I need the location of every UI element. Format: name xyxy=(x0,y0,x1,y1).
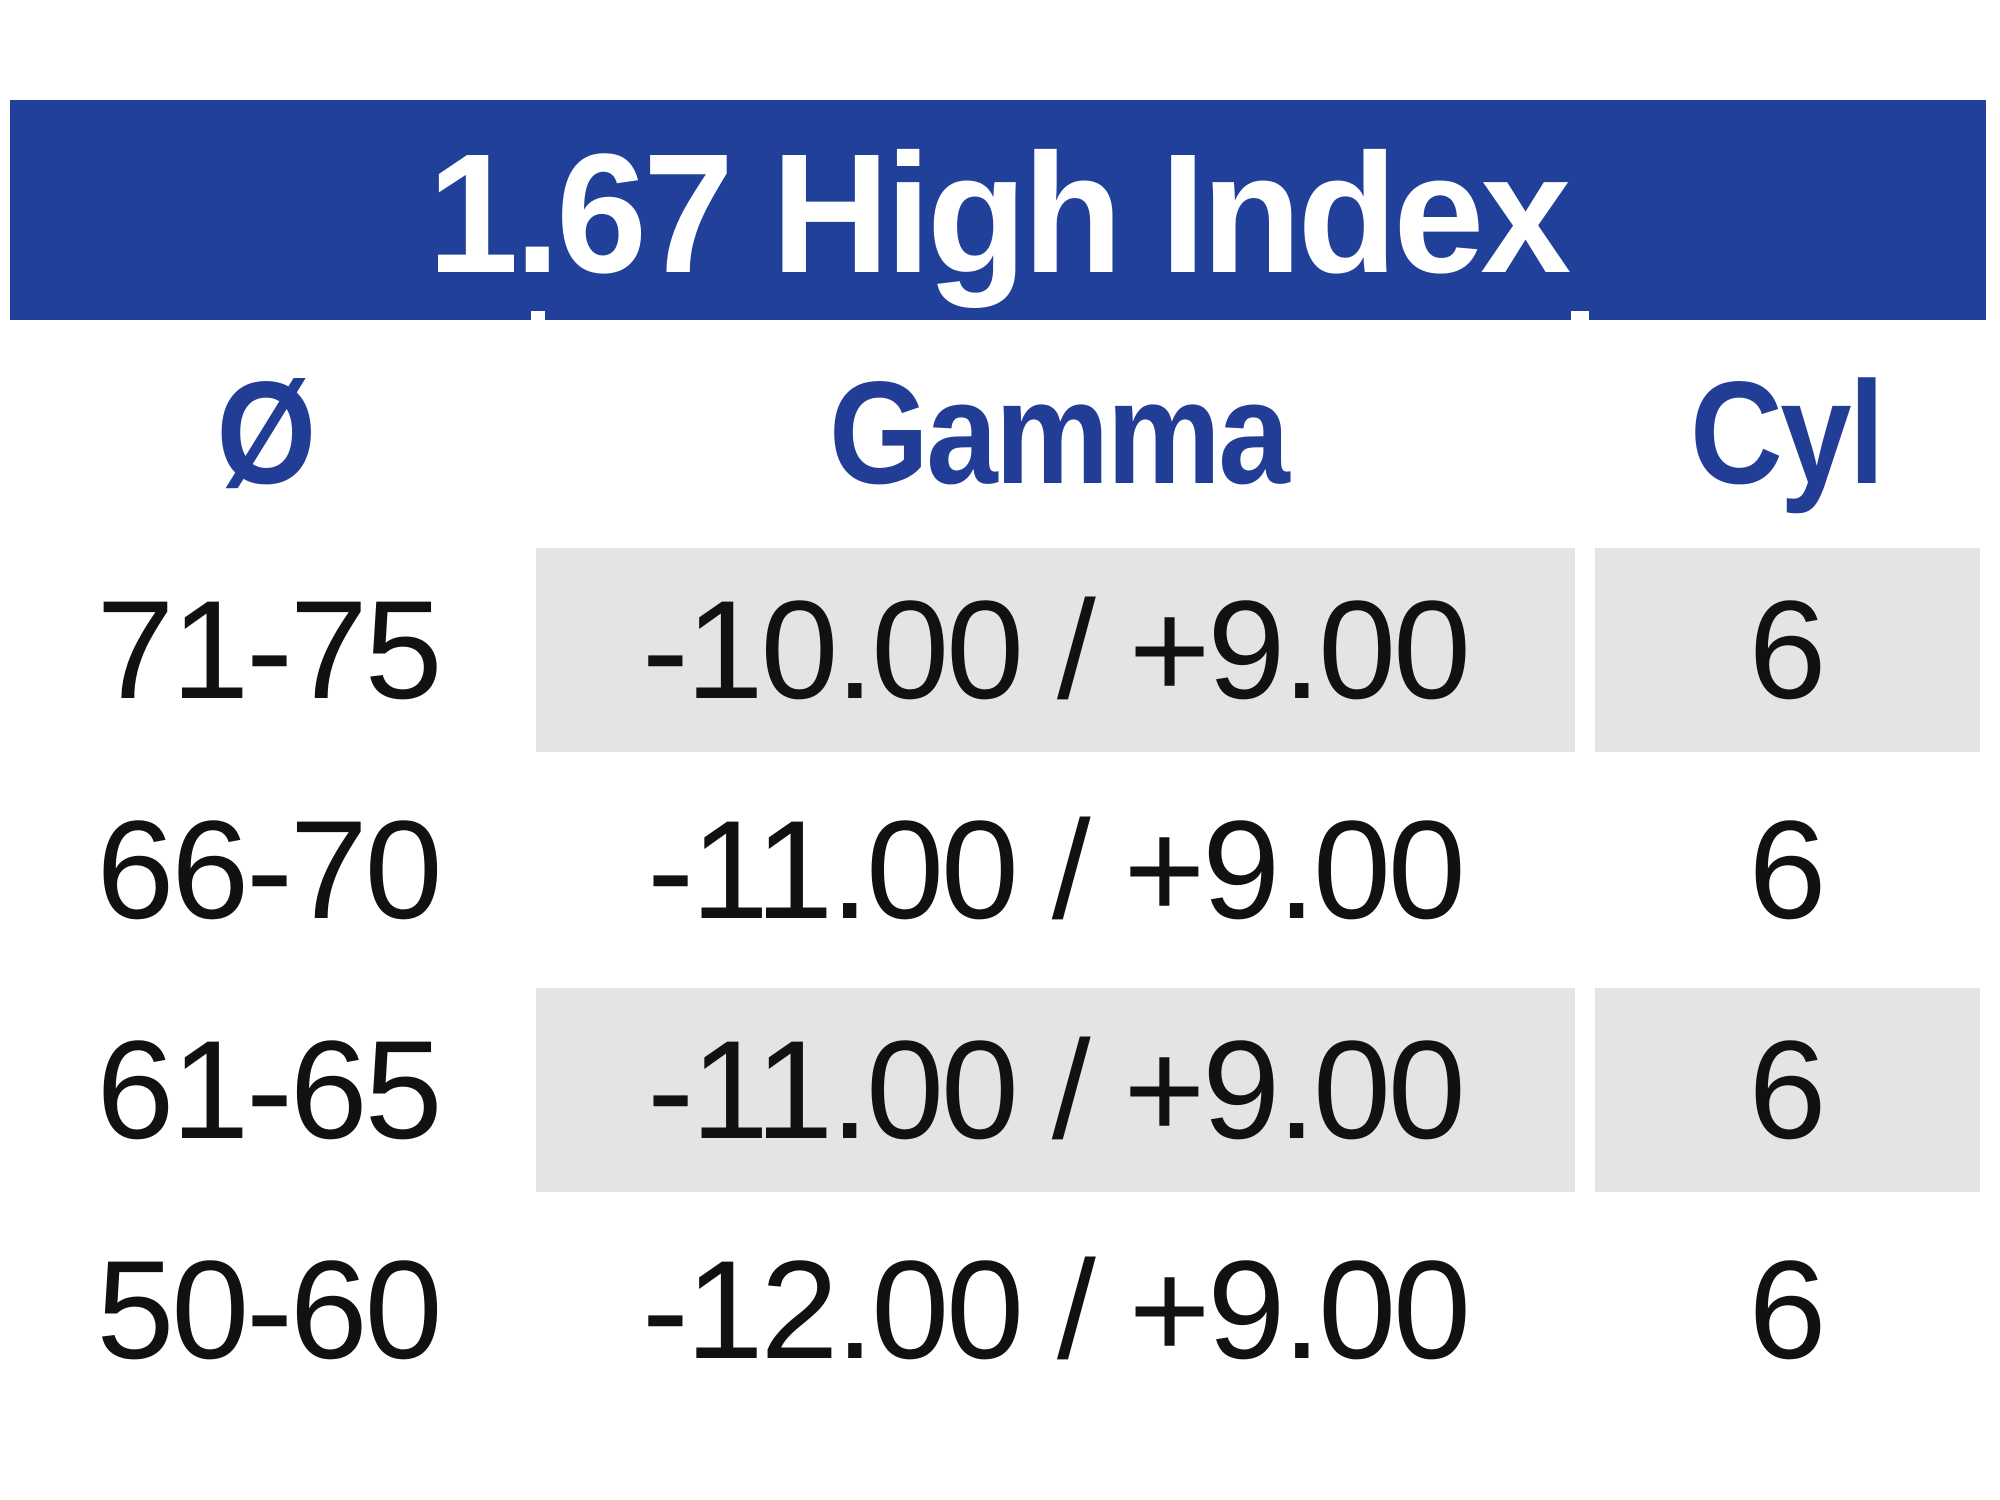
cyl-cell: 6 xyxy=(1748,1011,1827,1168)
cyl-cell-background xyxy=(1595,988,1980,1192)
gamma-cell: -10.00 / +9.00 xyxy=(642,571,1471,728)
title-bar-notch-left xyxy=(531,311,545,320)
gamma-cell: -12.00 / +9.00 xyxy=(642,1231,1471,1388)
title-bar-notch-right xyxy=(1571,311,1589,320)
diameter-cell: 50-60 xyxy=(96,1231,442,1388)
column-header-gamma: Gamma xyxy=(828,351,1290,514)
table-row: 66-70 -11.00 / +9.00 6 xyxy=(0,760,2000,980)
gamma-cell: -11.00 / +9.00 xyxy=(647,791,1465,948)
table-title: 1.67 High Index xyxy=(428,119,1571,309)
cyl-cell-background xyxy=(1595,548,1980,752)
table-row: 71-75 -10.00 / +9.00 6 xyxy=(0,540,2000,760)
diameter-cell: 71-75 xyxy=(96,571,442,728)
table-row: 50-60 -12.00 / +9.00 6 xyxy=(0,1200,2000,1420)
column-header-diameter: Ø xyxy=(216,351,316,514)
cyl-cell: 6 xyxy=(1748,1231,1827,1388)
gamma-cell: -11.00 / +9.00 xyxy=(647,1011,1465,1168)
gamma-cell-background xyxy=(536,548,1575,752)
cyl-cell: 6 xyxy=(1748,791,1827,948)
cyl-cell: 6 xyxy=(1748,571,1827,728)
table-row: 61-65 -11.00 / +9.00 6 xyxy=(0,980,2000,1200)
table-title-bar: 1.67 High Index xyxy=(10,100,1986,320)
column-header-cyl: Cyl xyxy=(1689,351,1885,514)
gamma-cell-background xyxy=(536,988,1575,1192)
diameter-cell: 66-70 xyxy=(96,791,442,948)
diameter-cell: 61-65 xyxy=(96,1011,442,1168)
